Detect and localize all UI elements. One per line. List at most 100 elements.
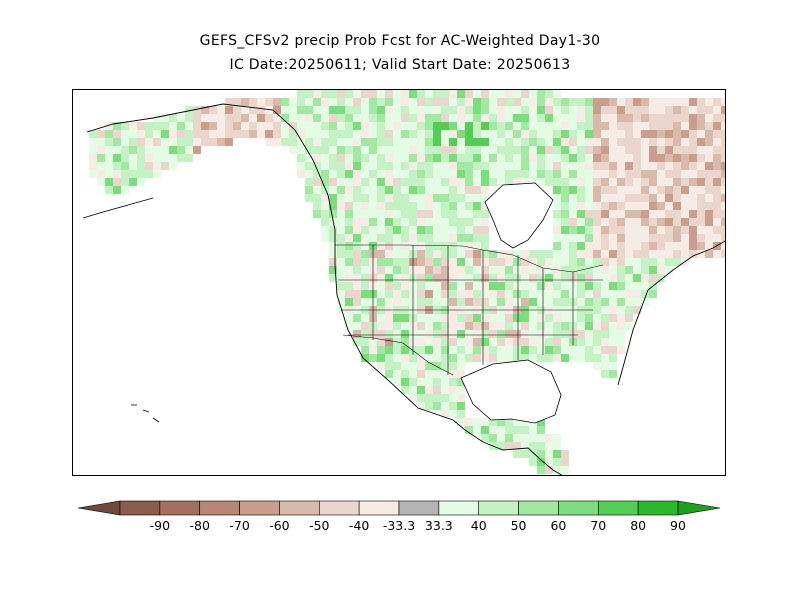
probability-cell [137,138,145,146]
probability-cell [697,226,705,234]
probability-cell [329,186,337,194]
probability-cell [569,98,577,106]
probability-cell [569,202,577,210]
probability-cell [553,178,561,186]
probability-cell [329,266,337,274]
probability-cell [457,362,465,370]
probability-cell [377,98,385,106]
probability-cell [361,162,369,170]
probability-cell [617,330,625,338]
map-frame [72,89,726,476]
probability-cell [497,258,505,266]
probability-cell [441,210,449,218]
probability-cell [545,178,553,186]
probability-cell [513,154,521,162]
probability-cell [329,170,337,178]
probability-cell [529,274,537,282]
probability-cell [361,138,369,146]
probability-cell [377,338,385,346]
probability-cell [545,154,553,162]
probability-cell [673,130,681,138]
probability-cell [297,106,305,114]
probability-cell [585,314,593,322]
probability-cell [577,98,585,106]
probability-cell [257,130,265,138]
probability-cell [553,146,561,154]
probability-cell [465,138,473,146]
probability-cell [649,258,657,266]
probability-cell [721,162,725,170]
probability-cell [129,138,137,146]
probability-cell [609,178,617,186]
probability-cell [441,338,449,346]
probability-cell [481,90,489,98]
probability-cell [377,330,385,338]
probability-cell [177,122,185,130]
probability-cell [185,130,193,138]
probability-cell [449,226,457,234]
probability-cell [425,258,433,266]
probability-cell [369,122,377,130]
probability-cell [377,114,385,122]
probability-cell [705,178,713,186]
probability-cell [313,106,321,114]
probability-cell [393,282,401,290]
probability-cell [497,290,505,298]
probability-cell [657,138,665,146]
probability-cell [345,194,353,202]
land-outline [82,103,725,475]
probability-cell [481,322,489,330]
probability-cell [569,234,577,242]
probability-cell [513,298,521,306]
probability-cell [393,162,401,170]
probability-cell [577,290,585,298]
probability-cell [673,194,681,202]
probability-cell [521,178,529,186]
probability-cell [577,154,585,162]
probability-cell [385,178,393,186]
probability-cell [617,338,625,346]
probability-cell [465,274,473,282]
probability-cell [585,226,593,234]
probability-cell [601,130,609,138]
probability-cell [569,138,577,146]
probability-cell [641,122,649,130]
probability-cell [297,130,305,138]
probability-cell [713,154,721,162]
probability-cell [513,442,521,450]
probability-cell [145,138,153,146]
probability-cell [665,226,673,234]
probability-cell [577,138,585,146]
probability-cell [169,162,177,170]
probability-cell [473,234,481,242]
probability-cell [657,130,665,138]
probability-cell [129,146,137,154]
probability-cell [649,106,657,114]
probability-cell [305,138,313,146]
probability-cell [505,258,513,266]
probability-cell [513,130,521,138]
probability-cell [337,250,345,258]
probability-cell [113,138,121,146]
probability-cell [577,210,585,218]
probability-cell [609,186,617,194]
probability-cell [313,202,321,210]
probability-cell [353,154,361,162]
probability-cell [649,154,657,162]
probability-cell [305,90,313,98]
probability-cell [705,154,713,162]
probability-cell [465,194,473,202]
probability-cell [321,202,329,210]
probability-cell [425,202,433,210]
probability-cell [529,130,537,138]
probability-cell [425,226,433,234]
probability-cell [401,266,409,274]
probability-cell [337,178,345,186]
probability-cell [481,314,489,322]
probability-cell [457,330,465,338]
probability-cell [713,122,721,130]
probability-cell [665,130,673,138]
probability-cell [585,170,593,178]
probability-cell [657,218,665,226]
probability-cell [441,386,449,394]
